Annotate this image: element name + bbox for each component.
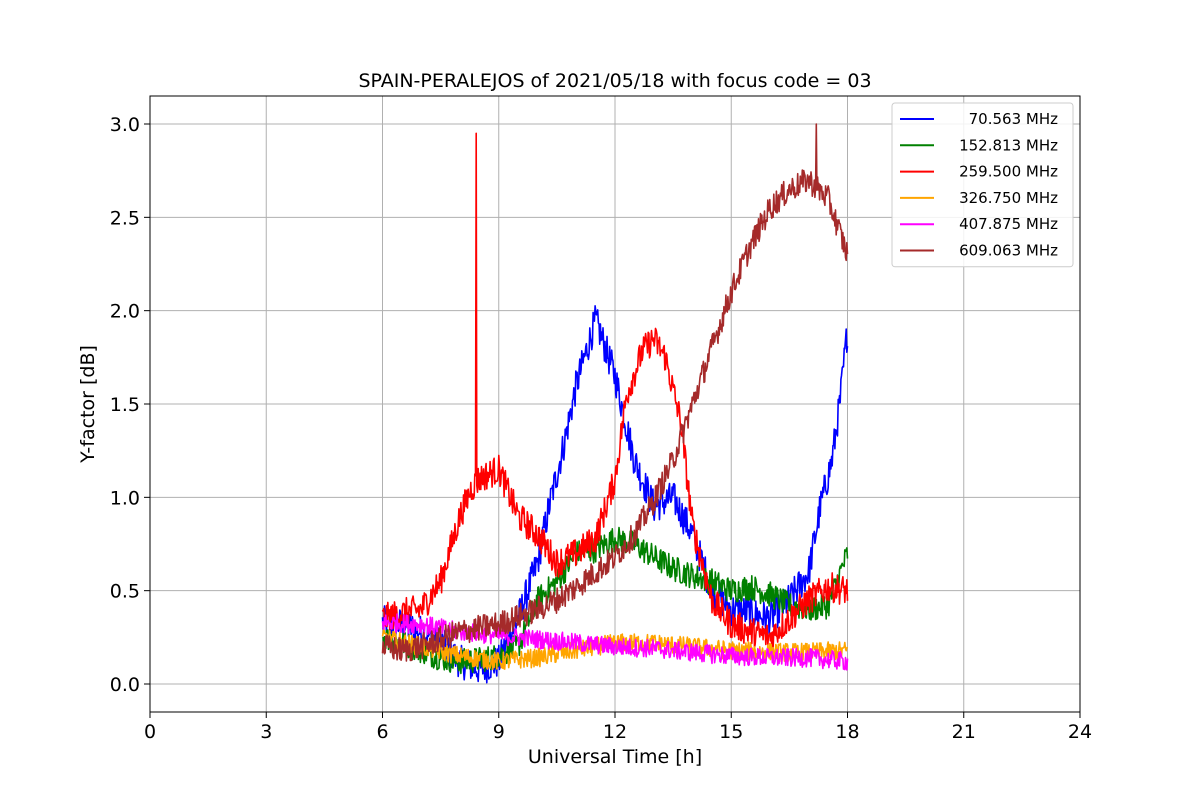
y-tick-label: 1.5 — [110, 394, 140, 416]
legend-box — [891, 102, 1074, 268]
chart-title: SPAIN-PERALEJOS of 2021/05/18 with focus… — [358, 70, 871, 92]
series-layer — [381, 123, 849, 684]
legend-label: 259.500 MHz — [959, 163, 1058, 181]
x-tick-label: 12 — [603, 721, 627, 743]
x-tick-label: 3 — [260, 721, 272, 743]
y-tick-label: 3.0 — [110, 114, 140, 136]
x-tick-label: 21 — [952, 721, 976, 743]
x-tick-label: 15 — [719, 721, 743, 743]
legend-label: 326.750 MHz — [959, 189, 1058, 207]
x-tick-label: 0 — [144, 721, 156, 743]
y-tick-label: 2.0 — [110, 301, 140, 323]
y-tick-label: 2.5 — [110, 207, 140, 229]
x-tick-label: 18 — [835, 721, 859, 743]
legend-label: 152.813 MHz — [959, 136, 1058, 154]
tick-layer: 0 3 6 9 12 15 18 21 24 0.0 0.5 1.0 1.5 2.0 2.5 3.0 — [110, 114, 1092, 743]
series-line-609-063-mhz — [381, 123, 849, 662]
series-line-259-500-mhz — [381, 132, 849, 650]
x-tick-label: 6 — [376, 721, 388, 743]
legend-label: 407.875 MHz — [959, 215, 1058, 233]
y-tick-label: 0.5 — [110, 581, 140, 603]
x-axis-title: Universal Time [h] — [528, 746, 702, 768]
legend-label: 609.063 MHz — [959, 242, 1058, 260]
x-tick-label: 9 — [493, 721, 505, 743]
y-tick-label: 0.0 — [110, 674, 140, 696]
y-tick-label: 1.0 — [110, 487, 140, 509]
y-axis-title: Y-factor [dB] — [77, 345, 99, 464]
x-tick-label: 24 — [1068, 721, 1092, 743]
legend-label: 70.563 MHz — [969, 110, 1058, 128]
legend: 70.563 MHz 152.813 MHz 259.500 MHz 326.750 … — [891, 102, 1074, 268]
